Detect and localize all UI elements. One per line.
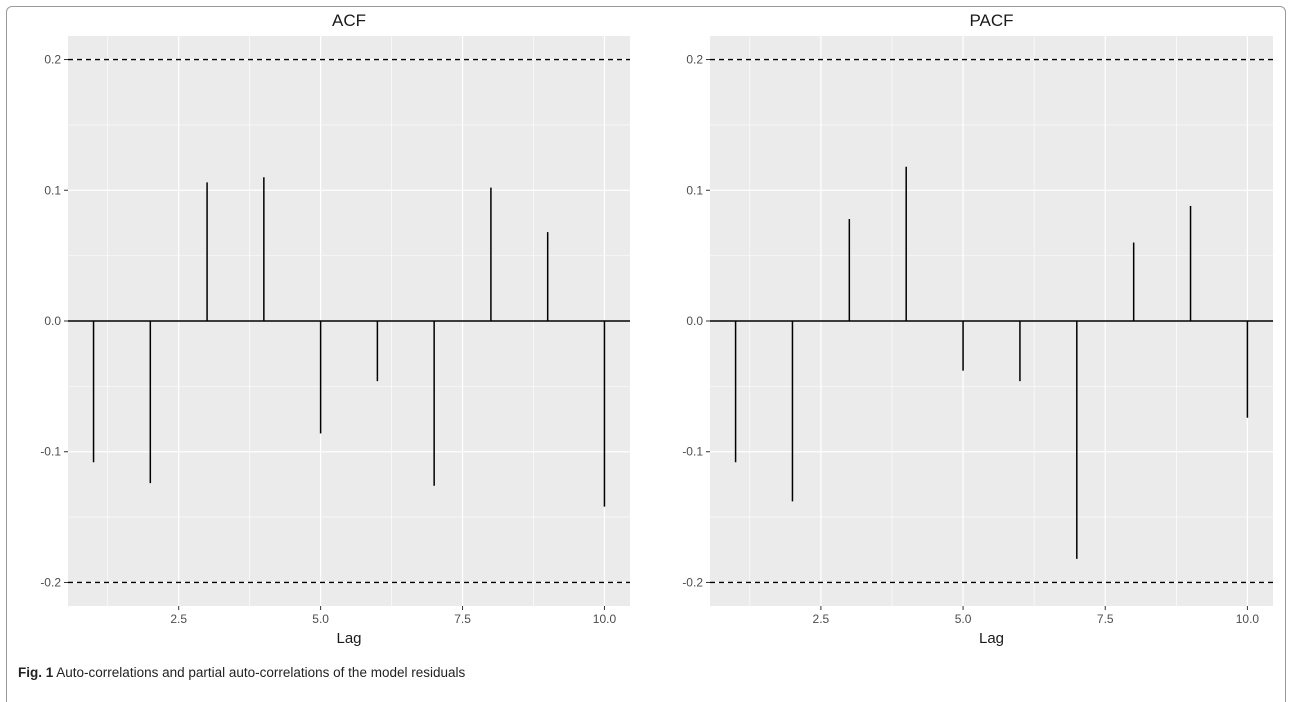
x-tick-label: 5.0	[312, 612, 329, 626]
x-tick-label: 7.5	[454, 612, 471, 626]
x-axis-label: Lag	[336, 630, 361, 647]
y-tick-label: -0.1	[682, 445, 703, 459]
x-tick-label: 10.0	[1236, 612, 1260, 626]
y-tick-label: -0.2	[682, 575, 703, 589]
y-tick-label: -0.2	[40, 575, 61, 589]
y-tick-label: -0.1	[40, 445, 61, 459]
x-tick-label: 5.0	[955, 612, 972, 626]
chart-title: ACF	[332, 11, 366, 30]
figure-caption: Fig. 1 Auto-correlations and partial aut…	[18, 665, 465, 680]
x-tick-label: 7.5	[1097, 612, 1114, 626]
x-tick-label: 2.5	[813, 612, 830, 626]
chart-title: PACF	[969, 11, 1013, 30]
x-tick-label: 2.5	[170, 612, 187, 626]
x-axis-label: Lag	[979, 630, 1004, 647]
y-tick-label: 0.0	[686, 314, 703, 328]
chart-pacf: -0.2 -0.1 0.0 0.1 0.2 2.5 5.0 7.5 10.0 PACF Lag	[682, 11, 1273, 647]
y-tick-label: 0.2	[44, 53, 61, 67]
y-tick-label: 0.1	[44, 183, 61, 197]
y-tick-label: 0.0	[44, 314, 61, 328]
x-tick-label: 10.0	[593, 612, 617, 626]
chart-acf: -0.2 -0.1 0.0 0.1 0.2 2.5 5.0 7.5 10.0 ACF Lag	[40, 11, 630, 647]
figure-frame	[6, 6, 1286, 702]
y-tick-label: 0.1	[686, 183, 703, 197]
caption-label: Fig. 1	[18, 665, 54, 680]
y-tick-label: 0.2	[686, 53, 703, 67]
caption-text: Auto-correlations and partial auto-corre…	[56, 665, 466, 680]
